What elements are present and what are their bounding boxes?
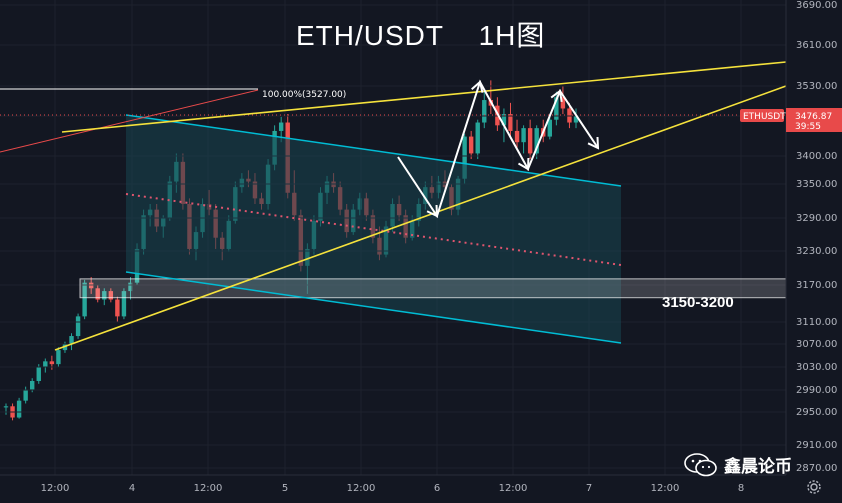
watermark: 鑫晨论币 — [684, 452, 792, 477]
price-tick-label: 3530.00 — [796, 81, 837, 92]
wechat-icon — [684, 452, 717, 476]
candle-body — [278, 122, 284, 131]
watermark-text: 鑫晨论币 — [724, 457, 792, 477]
chart-title: ETH/USDT 1H图 — [296, 20, 546, 51]
symbol-badge-text: ETHUSDT — [743, 112, 786, 122]
candle-body — [115, 299, 120, 317]
yellow-lower-trend — [54, 85, 787, 351]
arrow-head — [517, 157, 530, 171]
time-tick-label: 12:00 — [347, 483, 376, 494]
candle-body — [43, 361, 48, 367]
price-tick-label: 2870.00 — [796, 463, 837, 474]
time-tick-label: 12:00 — [41, 483, 70, 494]
time-tick-label: 6 — [434, 483, 440, 494]
price-tick-label: 2990.00 — [796, 385, 837, 396]
time-tick-label: 5 — [282, 483, 288, 494]
last-price-text: 3476.87 — [795, 112, 832, 122]
candle-body — [23, 389, 28, 401]
price-tick-label: 2950.00 — [796, 407, 837, 418]
candle-body — [62, 344, 68, 351]
candle-body — [3, 406, 9, 408]
price-tick-label: 3610.00 — [796, 40, 837, 51]
candle-body — [534, 128, 539, 154]
candle-body — [560, 97, 566, 109]
candle-body — [573, 115, 579, 123]
candle-body — [128, 282, 133, 292]
price-tick-label: 3030.00 — [796, 362, 837, 373]
price-tick-label: 2910.00 — [796, 440, 837, 451]
candle-body — [75, 316, 81, 337]
time-tick-label: 12:00 — [194, 483, 223, 494]
candle-body — [508, 114, 513, 131]
candle-body — [108, 291, 114, 300]
time-tick-label: 8 — [738, 483, 744, 494]
channel-upper-line — [125, 114, 622, 187]
candle-body — [501, 114, 507, 126]
red-trend-line — [0, 89, 259, 153]
candle-body — [514, 130, 520, 143]
gear-icon[interactable] — [806, 479, 822, 495]
candle-body — [16, 400, 22, 418]
candle-body — [475, 122, 480, 154]
candle-body — [49, 361, 55, 365]
candle-body — [30, 381, 35, 390]
price-tick-label: 3170.00 — [796, 280, 837, 291]
fib-label: 100.00%(3527.00) — [262, 90, 346, 100]
time-axis-bg — [0, 475, 842, 503]
candle-body — [547, 119, 552, 137]
candle-body — [36, 366, 41, 381]
price-tick-label: 3290.00 — [796, 213, 837, 224]
time-tick-label: 7 — [586, 483, 592, 494]
candle-body — [521, 128, 526, 143]
symbol-badge — [740, 109, 784, 122]
candle-body — [102, 291, 107, 300]
price-tick-label: 3110.00 — [796, 317, 837, 328]
candle-body — [554, 97, 559, 120]
channel-lower-line — [125, 271, 622, 344]
zigzag-arrows — [397, 79, 599, 219]
time-tick-label: 12:00 — [499, 483, 528, 494]
candle-body — [56, 350, 61, 365]
time-tick-label: 12:00 — [651, 483, 680, 494]
arrow-head — [550, 89, 563, 103]
channel-fill — [126, 115, 621, 343]
candle-body — [527, 128, 533, 154]
candle-body — [462, 136, 467, 179]
price-axis-bg — [786, 0, 842, 503]
price-tick-label: 3350.00 — [796, 179, 837, 190]
price-tick-label: 3400.00 — [796, 151, 837, 162]
candle-body — [69, 336, 74, 345]
price-tick-label: 3070.00 — [796, 339, 837, 350]
arrow-head — [426, 204, 439, 218]
countdown-text: 39:55 — [795, 122, 821, 132]
price-tick-label: 3690.00 — [796, 0, 837, 11]
candle-body — [121, 291, 127, 317]
candle-body — [82, 282, 87, 317]
arrow-head — [587, 136, 600, 150]
candle-body — [95, 288, 100, 300]
last-price-badge — [786, 108, 842, 132]
price-tick-label: 3230.00 — [796, 246, 837, 257]
arrow-head — [471, 80, 484, 93]
support-zone-label: 3150-3200 — [662, 294, 734, 311]
yellow-upper-trend — [61, 61, 787, 133]
candle-body — [482, 100, 487, 123]
candle-body — [468, 136, 474, 154]
time-tick-label: 4 — [129, 483, 135, 494]
